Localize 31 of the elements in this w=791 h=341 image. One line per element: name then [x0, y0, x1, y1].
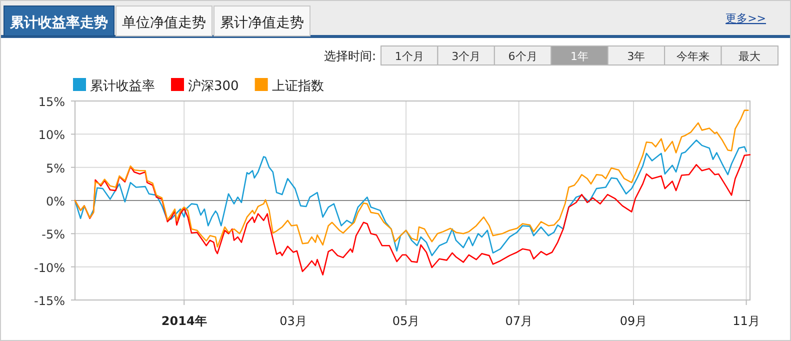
y-tick-label: -10% — [34, 260, 65, 275]
header: 累计收益率走势 单位净值走势 累计净值走势 更多>> — [1, 1, 790, 38]
y-tick-label: 15% — [38, 95, 65, 109]
x-tick-label: 07月 — [505, 314, 532, 328]
y-tick-label: -15% — [34, 294, 65, 308]
y-tick-label: -5% — [42, 228, 65, 242]
tab: 累计收益率走势 — [4, 6, 114, 36]
legend-item: 累计收益率 — [73, 78, 155, 94]
button: 1个月 — [380, 46, 438, 66]
button: 3年 — [607, 46, 666, 66]
legend-label: 累计收益率 — [90, 78, 155, 94]
y-tick-label: 10% — [38, 128, 65, 142]
x-tick-label: 11月 — [732, 314, 760, 328]
tab: 单位净值走势 — [116, 6, 212, 36]
legend-item: 上证指数 — [254, 78, 324, 94]
y-tick-label: 5% — [46, 161, 65, 176]
button: 3个月 — [437, 46, 495, 66]
x-tick-label: 05月 — [392, 314, 420, 328]
button: 今年来 — [664, 46, 722, 66]
x-tick-label: 2014年 — [161, 314, 207, 328]
legend-item: 沪深300 — [171, 78, 239, 94]
y-tick-label: 0% — [46, 194, 65, 208]
tab: 累计净值走势 — [214, 6, 310, 36]
legend-label: 沪深300 — [188, 78, 239, 94]
x-tick-label: 09月 — [620, 314, 648, 328]
button: 最大 — [720, 46, 778, 66]
button: 6个月 — [494, 46, 552, 66]
text: 选择时间: — [324, 49, 376, 63]
button: 1年 — [550, 46, 608, 66]
legend-label: 上证指数 — [272, 79, 324, 94]
x-tick-label: 03月 — [280, 314, 307, 328]
